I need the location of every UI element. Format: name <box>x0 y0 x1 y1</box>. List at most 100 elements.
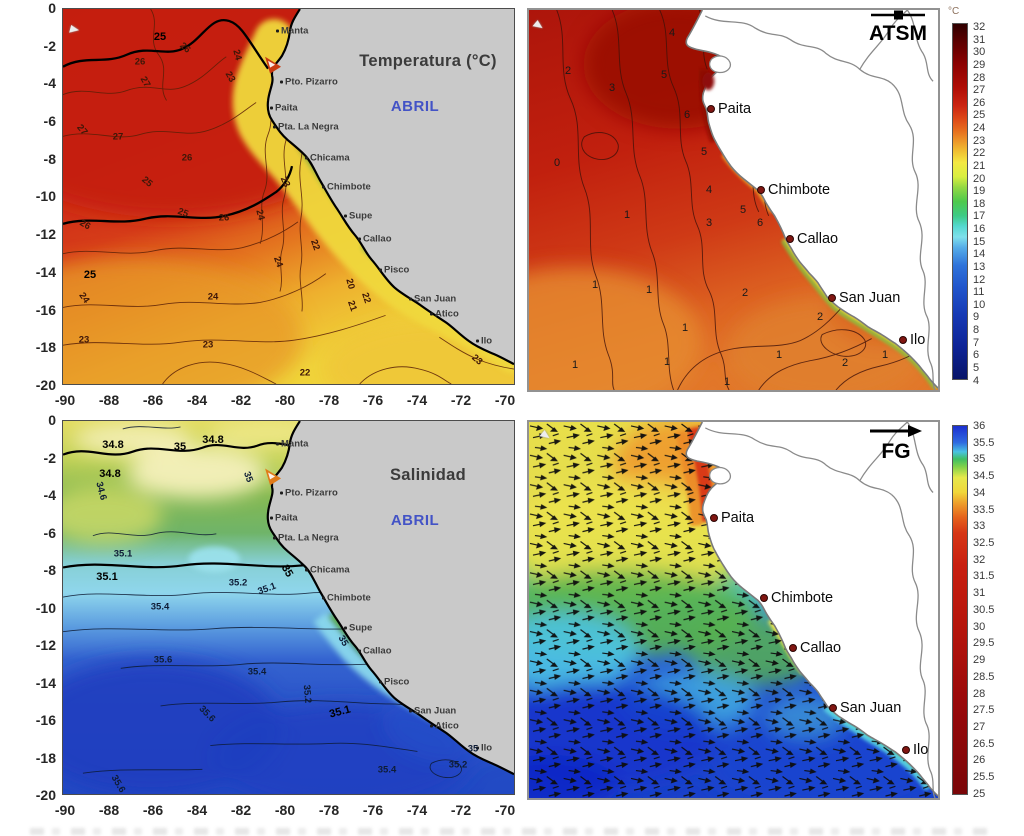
axis-tick-label: -80 <box>274 802 296 818</box>
land-mass <box>267 421 514 775</box>
axis-tick-label: -14 <box>35 674 56 691</box>
axis-tick-label: -78 <box>318 802 340 818</box>
axis-tick-label: -16 <box>35 712 56 728</box>
colorbar-tick-label: 34 <box>973 486 986 499</box>
colorbar-tick-label: 30 <box>973 620 986 633</box>
colorbar-tick-label: 36 <box>973 420 986 432</box>
colorbar-tick-label: 33 <box>973 520 986 533</box>
colorbar-tick-label: 10 <box>973 298 986 311</box>
colorbar-tick-label: 26 <box>973 754 986 767</box>
axis-tick-label: -82 <box>230 392 252 408</box>
atsm-label: ATSM <box>869 22 927 45</box>
axis-tick-label: -10 <box>35 599 56 616</box>
salinity-title: Salinidad <box>389 466 467 484</box>
temperature-title: Temperatura (°C) <box>359 52 497 70</box>
axis-tick-label: -88 <box>98 392 120 408</box>
colorbar-tick-label: 12 <box>973 273 986 286</box>
axis-tick-label: -18 <box>35 749 56 766</box>
axis-tick-label: -76 <box>362 802 384 818</box>
colorbar-tick-label: 27 <box>973 720 986 733</box>
land-mass <box>686 10 938 389</box>
colorbar-tick-label: 18 <box>973 197 986 210</box>
axis-tick-label: -74 <box>406 392 428 408</box>
colorbar-tick-label: 33.5 <box>973 503 995 516</box>
colorbar-tick-label: 35 <box>973 453 986 466</box>
colorbar-tick-label: 30 <box>973 46 986 59</box>
colorbar-tick-label: 35.5 <box>973 436 995 449</box>
axis-tick-label: -72 <box>450 392 472 408</box>
axis-tick-label: -4 <box>43 487 56 503</box>
colorbar-tick-label: 17 <box>973 210 986 223</box>
axis-tick-label: -4 <box>43 75 56 92</box>
atsm-line-marker-icon <box>871 10 925 20</box>
colorbar-tick-label: 23 <box>973 134 986 147</box>
colorbar-tick-label: 29 <box>973 58 986 71</box>
colorbar-unit-label: °C <box>948 6 960 17</box>
axis-tick-label: -80 <box>274 392 296 408</box>
axis-tick-label: -8 <box>43 150 56 167</box>
axis-tick-label: -70 <box>494 802 516 818</box>
temperature-map <box>62 8 515 385</box>
colorbar-tick-label: 14 <box>973 248 986 261</box>
colorbar-tick-label: 28 <box>973 71 986 84</box>
land-mass <box>267 9 514 365</box>
axis-tick-label: -74 <box>406 802 428 818</box>
axis-tick-label: -76 <box>362 392 384 408</box>
salinity-map <box>62 420 515 795</box>
colorbar-tick-label: 27 <box>973 84 986 97</box>
axis-tick-label: -8 <box>43 562 56 578</box>
axis-tick-label: 0 <box>48 0 56 16</box>
axis-tick-label: -16 <box>35 301 56 318</box>
colorbar-tick-label: 20 <box>973 172 986 185</box>
colorbar-tick-label: 11 <box>973 286 985 299</box>
temperature-y-axis: 0 -2 -4 -6 -8 -10 -12 -14 -16 -18 -20 <box>20 0 56 393</box>
temperature-month-label: ABRIL <box>390 98 440 115</box>
axis-tick-label: -12 <box>35 226 56 243</box>
colorbar-tick-label: 29.5 <box>973 637 995 650</box>
axis-tick-label: -2 <box>43 37 56 54</box>
colorbar-tick-label: 25.5 <box>973 771 995 784</box>
axis-tick-label: -6 <box>43 113 56 130</box>
fg-colorbar <box>952 425 968 795</box>
colorbar-tick-label: 22 <box>973 147 986 160</box>
atsm-colorbar-ticks: 32 31 30 29 28 27 26 25 24 23 22 21 20 19 18 17 16 15 14 13… <box>973 21 985 387</box>
coastline <box>266 421 514 776</box>
fg-legend: FG <box>854 424 938 463</box>
colorbar-tick-label: 5 <box>973 361 980 374</box>
coastline <box>266 9 514 366</box>
axis-tick-label: -90 <box>54 392 76 408</box>
colorbar-tick-label: 6 <box>973 349 980 362</box>
colorbar-tick-label: 34.5 <box>973 470 995 483</box>
colorbar-tick-label: 25 <box>973 109 986 122</box>
axis-tick-label: -70 <box>494 392 516 408</box>
colorbar-tick-label: 28 <box>973 687 986 700</box>
colorbar-tick-label: 7 <box>973 336 980 349</box>
salinity-x-axis: -90 -88 -86 -84 -82 -80 -78 -76 -74 -72 -70 <box>43 802 527 818</box>
axis-tick-label: -82 <box>230 802 252 818</box>
colorbar-tick-label: 15 <box>973 235 986 248</box>
colorbar-tick-label: 16 <box>973 223 986 235</box>
colorbar-tick-label: 31.5 <box>973 570 995 583</box>
colorbar-tick-label: 26 <box>973 96 986 109</box>
colorbar-tick-label: 31 <box>973 587 986 600</box>
axis-tick-label: -86 <box>142 802 164 818</box>
colorbar-tick-label: 28.5 <box>973 670 995 683</box>
axis-tick-label: -14 <box>35 263 56 280</box>
temperature-x-axis: -90 -88 -86 -84 -82 -80 -78 -76 -74 -72 -70 <box>43 392 527 408</box>
colorbar-tick-label: 26.5 <box>973 737 995 750</box>
axis-tick-label: -12 <box>35 637 56 653</box>
axis-tick-label: -84 <box>186 802 208 818</box>
colorbar-tick-label: 27.5 <box>973 704 995 717</box>
colorbar-tick-label: 4 <box>973 374 980 387</box>
colorbar-tick-label: 9 <box>973 311 980 324</box>
axis-tick-label: -10 <box>35 188 56 205</box>
axis-tick-label: -84 <box>186 392 208 408</box>
axis-tick-label: -78 <box>318 392 340 408</box>
colorbar-tick-label: 32 <box>973 553 986 566</box>
salinity-y-axis: 0 -2 -4 -6 -8 -10 -12 -14 -16 -18 -20 <box>20 412 56 803</box>
colorbar-tick-label: 25 <box>973 787 986 800</box>
colorbar-tick-label: 30.5 <box>973 603 995 616</box>
colorbar-tick-label: 8 <box>973 324 980 336</box>
colorbar-tick-label: 31 <box>973 33 986 46</box>
